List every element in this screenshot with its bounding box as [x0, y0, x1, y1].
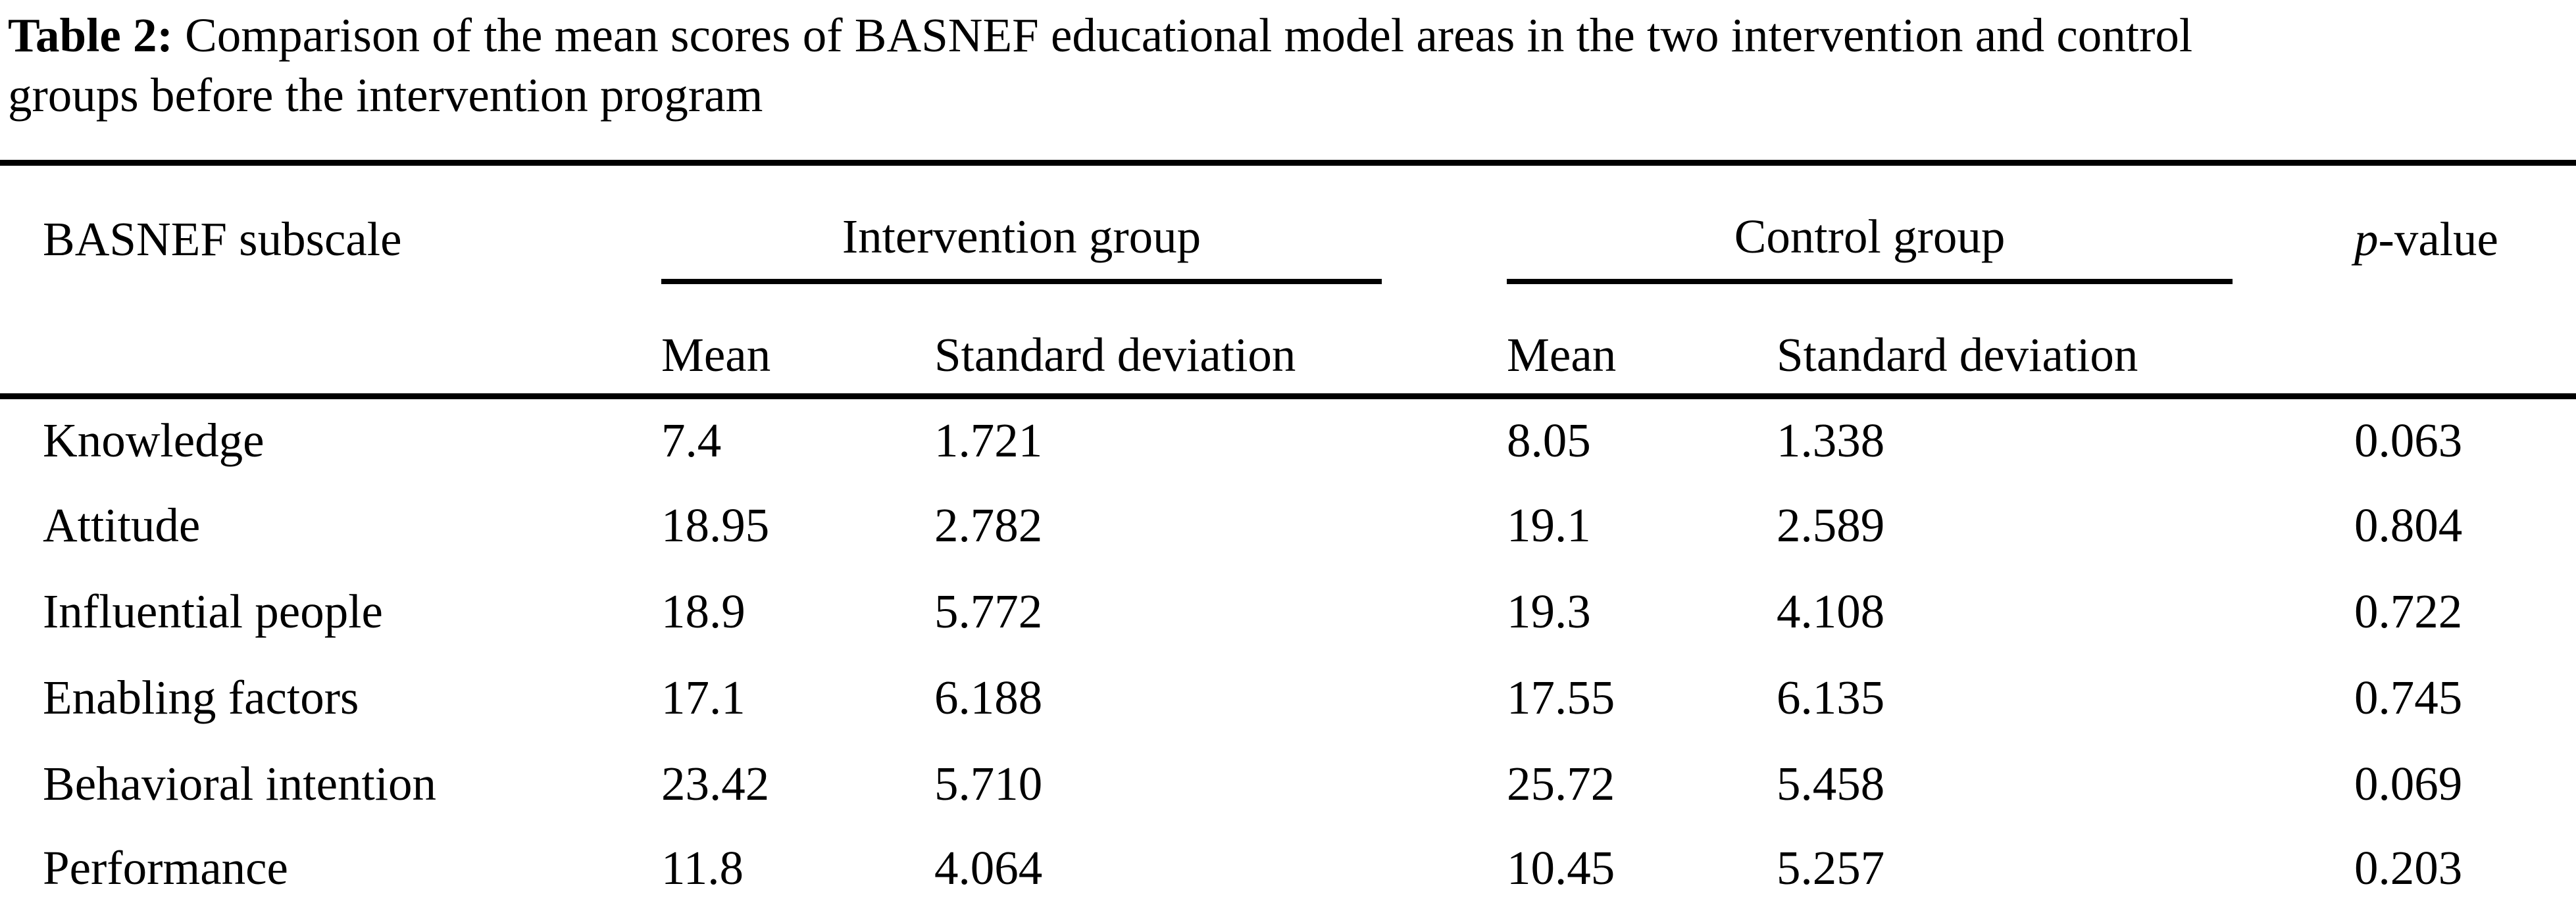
cell-ctrl-sd: 6.135: [1777, 670, 1885, 724]
table-row-enabling-factors: Enabling factors 17.1 6.188 17.55 6.135 …: [0, 654, 2576, 741]
table-row-knowledge: Knowledge 7.4 1.721 8.05 1.338 0.063: [0, 396, 2576, 482]
table-row-attitude: Attitude 18.95 2.782 19.1 2.589 0.804: [0, 482, 2576, 568]
cell-p-value: 0.069: [2354, 756, 2463, 810]
table-row-behavioral-intention: Behavioral intention 23.42 5.710 25.72 5…: [0, 741, 2576, 827]
basnef-comparison-table: BASNEF subscale Intervention group Contr…: [0, 159, 2576, 905]
cell-subscale: Enabling factors: [43, 670, 359, 724]
cell-int-mean: 18.9: [661, 584, 745, 638]
cell-int-mean: 7.4: [661, 413, 722, 467]
group-header-row: BASNEF subscale Intervention group Contr…: [0, 162, 2576, 284]
table-row-performance: Performance 11.8 4.064 10.45 5.257 0.203: [0, 827, 2576, 905]
header-p-value: p-value: [2233, 162, 2576, 281]
p-value-rest: -value: [2378, 212, 2498, 266]
cell-ctrl-mean: 25.72: [1507, 756, 1615, 810]
sub-header-row: Mean Standard deviation Mean Standard de…: [0, 281, 2576, 399]
subheader-control-sd: Standard deviation: [1777, 281, 2233, 399]
table-row-influential-people: Influential people 18.9 5.772 19.3 4.108…: [0, 568, 2576, 654]
table-header: BASNEF subscale Intervention group Contr…: [0, 162, 2576, 399]
cell-int-sd: 5.772: [934, 584, 1043, 638]
cell-ctrl-mean: 8.05: [1507, 413, 1591, 467]
subheader-intervention-sd: Standard deviation: [934, 281, 1382, 399]
cell-spacer: [1382, 827, 1507, 905]
cell-spacer: [1382, 654, 1507, 741]
cell-ctrl-sd: 4.108: [1777, 584, 1885, 638]
table-caption-label: Table 2:: [8, 9, 173, 62]
table-body: Knowledge 7.4 1.721 8.05 1.338 0.063 Att…: [0, 396, 2576, 905]
cell-p-value: 0.804: [2354, 498, 2463, 552]
table-caption-line1: Table 2: Comparison of the mean scores o…: [8, 5, 2568, 65]
cell-p-value: 0.203: [2233, 827, 2576, 905]
header-intervention-group: Intervention group: [661, 162, 1382, 284]
subheader-spacer: [1382, 281, 1507, 399]
cell-subscale: Influential people: [43, 584, 383, 638]
cell-ctrl-mean: 19.3: [1507, 584, 1591, 638]
cell-p-value: 0.745: [2354, 670, 2463, 724]
p-value-italic-p: p: [2354, 212, 2379, 266]
subheader-empty-pvalue: [2233, 281, 2576, 399]
cell-p-value: 0.722: [2354, 584, 2463, 638]
table-caption-line2: groups before the intervention program: [8, 68, 763, 122]
table-caption-text: Comparison of the mean scores of BASNEF …: [185, 9, 2193, 62]
cell-int-mean: 18.95: [661, 498, 770, 552]
cell-int-sd: 2.782: [934, 498, 1043, 552]
cell-spacer: [1382, 741, 1507, 827]
subheader-control-mean: Mean: [1507, 281, 1777, 399]
cell-spacer: [1382, 568, 1507, 654]
cell-int-sd: 6.188: [934, 670, 1043, 724]
subheader-intervention-mean: Mean: [661, 281, 934, 399]
cell-subscale: Behavioral intention: [43, 756, 437, 810]
header-control-group: Control group: [1507, 162, 2233, 284]
header-spacer: [1382, 162, 1507, 281]
cell-subscale: Attitude: [43, 498, 201, 552]
cell-ctrl-sd: 5.458: [1777, 756, 1885, 810]
cell-ctrl-mean: 19.1: [1507, 498, 1591, 552]
cell-ctrl-mean: 17.55: [1507, 670, 1615, 724]
cell-int-sd: 1.721: [934, 413, 1043, 467]
cell-ctrl-sd: 5.257: [1777, 827, 2233, 905]
subheader-empty: [0, 281, 661, 399]
cell-spacer: [1382, 396, 1507, 482]
cell-ctrl-sd: 1.338: [1777, 413, 1885, 467]
cell-int-mean: 23.42: [661, 756, 770, 810]
cell-spacer: [1382, 482, 1507, 568]
cell-ctrl-sd: 2.589: [1777, 498, 1885, 552]
cell-p-value: 0.063: [2354, 413, 2463, 467]
cell-int-mean: 11.8: [661, 827, 934, 905]
cell-int-mean: 17.1: [661, 670, 745, 724]
cell-subscale: Knowledge: [43, 413, 265, 467]
cell-int-sd: 4.064: [934, 827, 1382, 905]
header-basnef-subscale: BASNEF subscale: [43, 212, 402, 266]
cell-subscale: Performance: [0, 827, 661, 905]
cell-ctrl-mean: 10.45: [1507, 827, 1777, 905]
cell-int-sd: 5.710: [934, 756, 1043, 810]
